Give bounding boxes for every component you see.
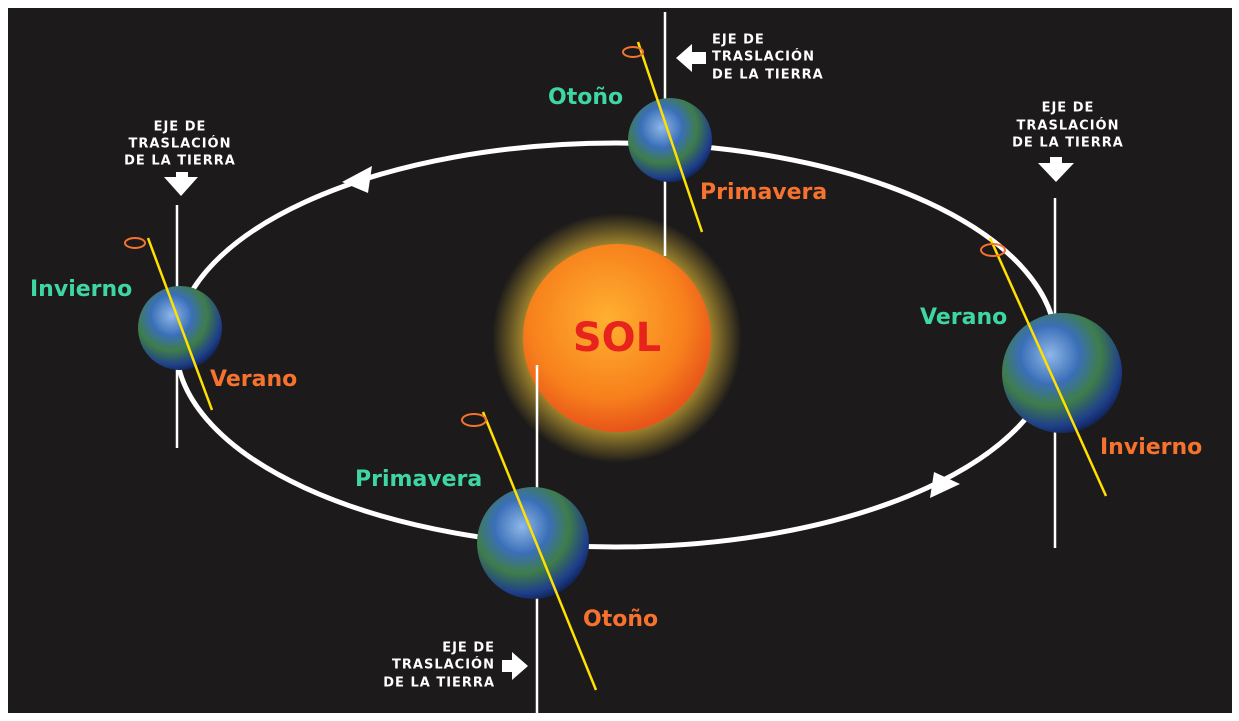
axis-label: DE LA TIERRA (712, 68, 824, 83)
season-label: Invierno (1100, 435, 1202, 460)
sun-label: SOL (573, 315, 661, 361)
season-label: Invierno (30, 277, 132, 302)
axis-label: EJE DE (712, 33, 765, 48)
axis-label: EJE DE (154, 120, 207, 135)
season-label: Primavera (355, 467, 482, 492)
earth (477, 487, 589, 599)
axis-label: TRASLACIÓN (712, 49, 815, 65)
axis-label: DE LA TIERRA (383, 676, 495, 691)
season-label: Verano (210, 367, 297, 392)
season-label: Verano (920, 305, 1007, 330)
axis-label: EJE DE (442, 641, 495, 656)
season-label: Otoño (583, 607, 658, 632)
season-label: Primavera (700, 180, 827, 205)
axis-label: TRASLACIÓN (129, 136, 232, 152)
earth (1002, 313, 1122, 433)
earth (138, 286, 222, 370)
axis-label: EJE DE (1042, 101, 1095, 116)
diagram: SOL Otoño Primavera EJE DE TRASLACIÓN DE… (0, 0, 1239, 721)
axis-label: TRASLACIÓN (1017, 118, 1120, 134)
axis-label: DE LA TIERRA (124, 154, 236, 169)
page: SOL Otoño Primavera EJE DE TRASLACIÓN DE… (0, 0, 1239, 721)
season-label: Otoño (548, 85, 623, 110)
axis-label: DE LA TIERRA (1012, 136, 1124, 151)
axis-label: TRASLACIÓN (392, 657, 495, 673)
